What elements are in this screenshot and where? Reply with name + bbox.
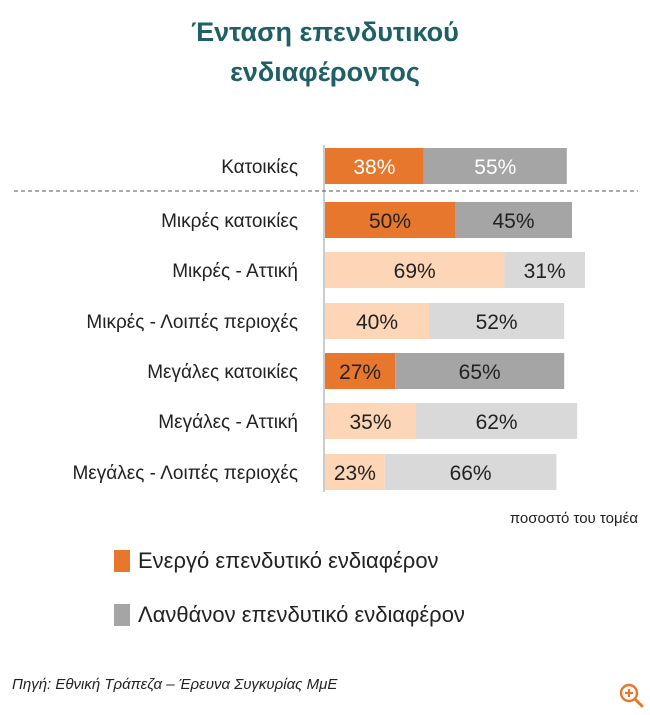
category-label: Μεγάλες - Λοιπές περιοχές (72, 463, 298, 484)
chart-title-line-1: Ένταση επενδυτικού (191, 17, 459, 47)
category-label: Μικρές κατοικίες (161, 211, 298, 232)
data-label-active: 23% (334, 462, 376, 485)
data-label-active: 40% (356, 311, 398, 334)
bar-latent (384, 454, 557, 490)
category-label: Μικρές - Αττική (172, 261, 298, 282)
bar-active (325, 454, 385, 490)
data-label-active: 38% (353, 156, 395, 179)
bar-latent (423, 148, 567, 184)
bar-active (325, 353, 396, 389)
data-label-latent: 66% (450, 462, 492, 485)
data-label-latent: 65% (459, 361, 501, 384)
data-label-active: 50% (369, 210, 411, 233)
bar-active (325, 148, 424, 184)
category-label: Μεγάλες κατοικίες (147, 362, 298, 383)
stacked-bar-chart: Κατοικίες 38% 55% Μικρές κατοικίες 50% 45% Μικ… (14, 145, 638, 492)
bar-active (325, 403, 416, 439)
bar-active (325, 202, 455, 238)
data-label-active: 27% (339, 361, 381, 384)
bar-latent (504, 252, 585, 288)
bar-latent (455, 202, 572, 238)
legend-item-latent: Λανθάνον επενδυτικό ενδιαφέρον (114, 602, 465, 628)
category-label: Μεγάλες - Αττική (158, 412, 298, 433)
legend-swatch-latent (114, 604, 130, 626)
category-label: Μικρές - Λοιπές περιοχές (86, 312, 298, 333)
chart-title: Ένταση επενδυτικού ενδιαφέροντος (0, 12, 650, 92)
bar-latent (395, 353, 565, 389)
legend-label-latent: Λανθάνον επενδυτικό ενδιαφέρον (138, 602, 465, 627)
data-label-latent: 55% (474, 156, 516, 179)
data-label-latent: 62% (476, 411, 518, 434)
unit-label: ποσοστό του τομέα (509, 510, 638, 527)
data-label-active: 35% (349, 411, 391, 434)
bar-latent (429, 303, 565, 339)
data-label-latent: 31% (524, 260, 566, 283)
data-label-latent: 52% (476, 311, 518, 334)
data-label-active: 69% (394, 260, 436, 283)
data-label-latent: 45% (492, 210, 534, 233)
zoom-in-icon[interactable] (618, 682, 644, 708)
category-label: Κατοικίες (221, 157, 298, 178)
bar-latent (416, 403, 578, 439)
legend-item-active: Ενεργό επενδυτικό ενδιαφέρον (114, 548, 439, 574)
bar-active (325, 252, 505, 288)
chart-title-line-2: ενδιαφέροντος (230, 57, 420, 87)
legend-swatch-active (114, 550, 130, 572)
bar-active (325, 303, 429, 339)
legend-label-active: Ενεργό επενδυτικό ενδιαφέρον (138, 548, 439, 573)
source-note: Πηγή: Εθνική Τράπεζα – Έρευνα Συγκυρίας … (12, 676, 338, 693)
